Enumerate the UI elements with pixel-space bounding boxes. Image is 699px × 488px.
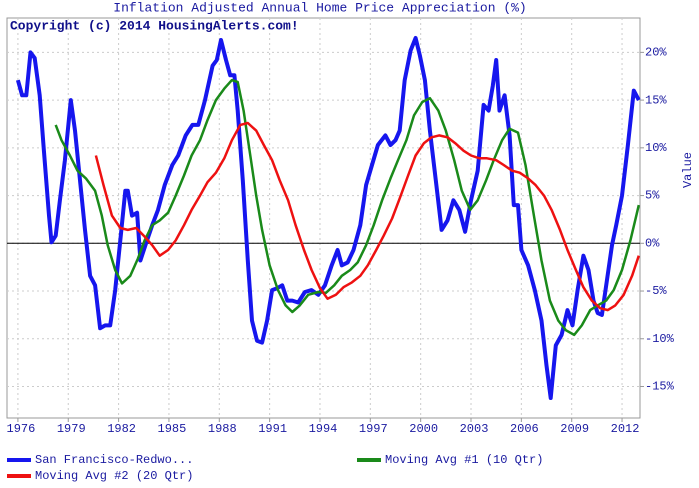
x-tick-label: 1994: [309, 422, 338, 436]
x-tick-label: 1979: [57, 422, 86, 436]
legend-label: San Francisco-Redwo...: [35, 453, 193, 467]
x-tick-label: 1976: [7, 422, 36, 436]
x-tick-label: 2000: [409, 422, 438, 436]
x-tick-label: 2003: [460, 422, 489, 436]
y-tick-label: -10%: [645, 332, 675, 346]
x-tick-label: 1997: [359, 422, 388, 436]
y-tick-label: -15%: [645, 380, 675, 394]
y-axis-label: Value: [681, 152, 695, 188]
y-tick-label: 5%: [645, 189, 660, 203]
annotation: Copyright (c) 2014 HousingAlerts.com!: [10, 18, 299, 33]
legend-label: Moving Avg #1 (10 Qtr): [385, 453, 543, 467]
x-tick-label: 2009: [560, 422, 589, 436]
y-tick-label: -5%: [645, 284, 667, 298]
y-tick-label: 10%: [645, 141, 667, 155]
y-tick-label: 20%: [645, 46, 667, 60]
x-tick-label: 2006: [510, 422, 539, 436]
x-tick-label: 1985: [158, 422, 187, 436]
x-tick-label: 1988: [208, 422, 237, 436]
y-tick-label: 15%: [645, 93, 667, 107]
x-tick-label: 1991: [258, 422, 287, 436]
series-line: [54, 78, 641, 337]
y-tick-label: 0%: [645, 236, 660, 250]
x-tick-label: 2012: [611, 422, 640, 436]
legend-label: Moving Avg #2 (20 Qtr): [35, 469, 193, 483]
series-line: [94, 121, 640, 312]
x-tick-label: 1982: [107, 422, 136, 436]
chart-title: Inflation Adjusted Annual Home Price App…: [113, 0, 526, 15]
